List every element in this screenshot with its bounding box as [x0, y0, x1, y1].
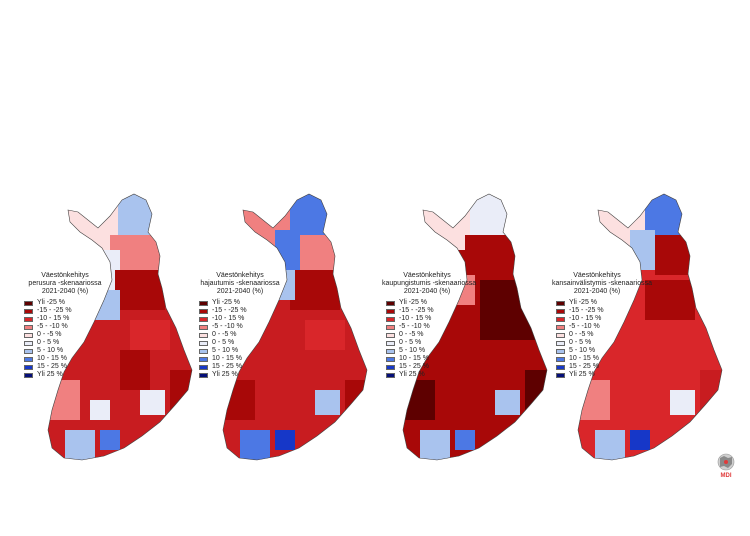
legend-item: Yli -25 %	[199, 299, 285, 307]
legend-title: Väestönkehitys hajautumis -skenaariossa …	[200, 272, 280, 295]
legend-item: -5 - -10 %	[386, 323, 472, 331]
legend-item: -15 - -25 %	[199, 307, 285, 315]
legend-item: -5 - -10 %	[556, 323, 642, 331]
legend-item: -10 - 15 %	[199, 315, 285, 323]
map-legend: Väestönkehitys kansainvälistymis -skenaa…	[552, 272, 652, 379]
logo-text: MDI	[720, 473, 732, 479]
legend-item: 5 - 10 %	[199, 347, 285, 355]
legend-item: 0 - 5 %	[199, 339, 285, 347]
legend-item: Yli 25 %	[556, 371, 642, 379]
finland-map-kansainvalistymis	[577, 193, 723, 461]
legend-item: Yli -25 %	[24, 299, 110, 307]
finland-map-kaupungistumis	[402, 193, 548, 461]
legend-item: 0 - -5 %	[24, 331, 110, 339]
map-legend: Väestönkehitys perusura -skenaariossa 20…	[20, 272, 110, 379]
legend-item: -15 - -25 %	[386, 307, 472, 315]
map-legend: Väestönkehitys kaupungistumis -skenaario…	[382, 272, 477, 379]
legend-item: Yli 25 %	[199, 371, 285, 379]
legend-item: 0 - 5 %	[386, 339, 472, 347]
legend-item: -5 - -10 %	[24, 323, 110, 331]
legend-item: 15 - 25 %	[386, 363, 472, 371]
legend-item: -15 - -25 %	[24, 307, 110, 315]
legend-item: 15 - 25 %	[199, 363, 285, 371]
finland-map-hajautumis	[222, 193, 368, 461]
legend-item: 10 - 15 %	[24, 355, 110, 363]
legend-item: 10 - 15 %	[199, 355, 285, 363]
legend-item: 15 - 25 %	[556, 363, 642, 371]
legend-item: 5 - 10 %	[556, 347, 642, 355]
legend-item: 10 - 15 %	[386, 355, 472, 363]
mdi-logo-icon	[717, 453, 735, 471]
legend-title: Väestönkehitys perusura -skenaariossa 20…	[28, 272, 102, 295]
legend-item: Yli 25 %	[24, 371, 110, 379]
legend-item: -5 - -10 %	[199, 323, 285, 331]
legend-item: -15 - -25 %	[556, 307, 642, 315]
legend-title: Väestönkehitys kaupungistumis -skenaario…	[382, 272, 477, 295]
legend-item: Yli 25 %	[386, 371, 472, 379]
legend-item: -10 - 15 %	[386, 315, 472, 323]
map-legend: Väestönkehitys hajautumis -skenaariossa …	[195, 272, 285, 379]
map-panel-kaupungistumis: Väestönkehitys kaupungistumis -skenaario…	[382, 190, 570, 480]
legend-item: -10 - 15 %	[556, 315, 642, 323]
legend-item: 0 - -5 %	[556, 331, 642, 339]
mdi-logo: MDI	[713, 452, 739, 484]
legend-item: 0 - -5 %	[386, 331, 472, 339]
legend-item: Yli -25 %	[386, 299, 472, 307]
legend-item: 0 - 5 %	[556, 339, 642, 347]
legend-title: Väestönkehitys kansainvälistymis -skenaa…	[552, 272, 652, 295]
legend-item: Yli -25 %	[556, 299, 642, 307]
legend-item: 10 - 15 %	[556, 355, 642, 363]
legend-item: -10 - 15 %	[24, 315, 110, 323]
map-panel-kansainvalistymis: Väestönkehitys kansainvälistymis -skenaa…	[552, 190, 745, 480]
legend-item: 5 - 10 %	[386, 347, 472, 355]
legend-item: 0 - -5 %	[199, 331, 285, 339]
legend-item: 5 - 10 %	[24, 347, 110, 355]
map-panel-hajautumis: Väestönkehitys hajautumis -skenaariossa …	[199, 190, 390, 480]
map-panel-perusura: Väestönkehitys perusura -skenaariossa 20…	[24, 190, 215, 480]
finland-map-perusura	[47, 193, 193, 461]
legend-item: 0 - 5 %	[24, 339, 110, 347]
legend-item: 15 - 25 %	[24, 363, 110, 371]
